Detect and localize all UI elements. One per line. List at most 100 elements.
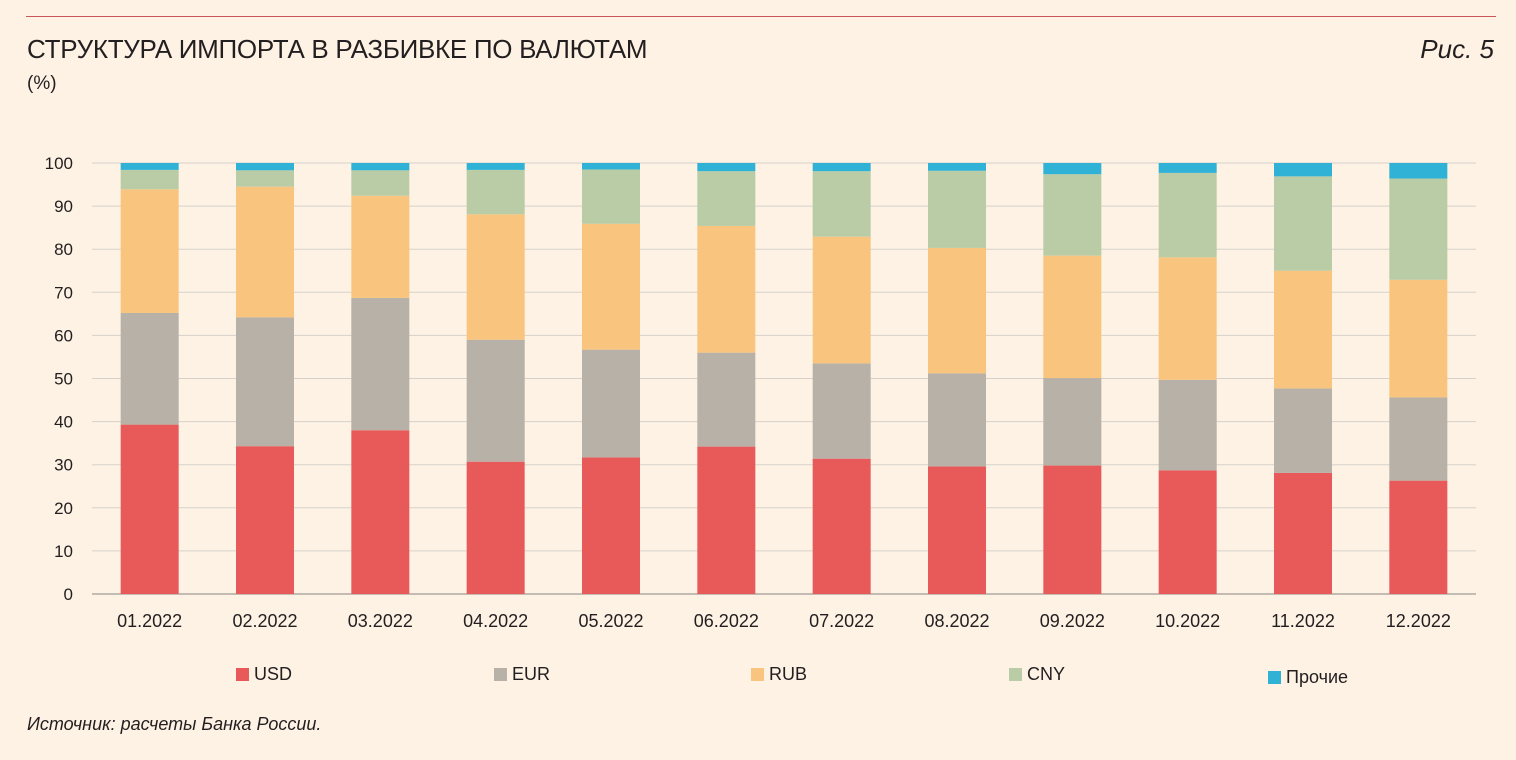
bar-cny-07.2022 <box>812 171 871 237</box>
bar-usd-03.2022 <box>351 430 410 594</box>
y-tick-label: 30 <box>54 456 73 475</box>
bar-rub-01.2022 <box>120 189 179 313</box>
x-tick-label: 06.2022 <box>694 611 759 631</box>
legend-swatch <box>236 667 249 681</box>
bar-eur-11.2022 <box>1274 388 1332 473</box>
bar-eur-09.2022 <box>1043 378 1102 466</box>
bar-eur-07.2022 <box>812 363 871 459</box>
bar-cny-05.2022 <box>582 169 640 224</box>
x-tick-label: 01.2022 <box>117 611 182 631</box>
y-tick-label: 90 <box>54 197 73 216</box>
legend-item-eur: EUR <box>494 664 550 684</box>
bar-eur-06.2022 <box>697 352 756 447</box>
bar-rub-04.2022 <box>466 214 525 340</box>
bar-eur-05.2022 <box>582 349 640 458</box>
bar-eur-04.2022 <box>466 339 525 462</box>
bar-rub-11.2022 <box>1274 270 1332 389</box>
bar-cny-06.2022 <box>697 171 756 226</box>
bar-eur-02.2022 <box>236 317 294 447</box>
x-tick-label: 07.2022 <box>809 611 874 631</box>
bar-прочие-10.2022 <box>1158 163 1217 173</box>
bar-usd-09.2022 <box>1043 465 1102 594</box>
x-tick-label: 08.2022 <box>924 611 989 631</box>
bar-rub-02.2022 <box>236 186 294 318</box>
x-tick-label: 04.2022 <box>463 611 528 631</box>
legend-item-usd: USD <box>236 664 292 684</box>
bar-rub-08.2022 <box>928 247 986 374</box>
legend-swatch <box>751 667 764 681</box>
bar-usd-04.2022 <box>466 461 525 594</box>
legend-label: RUB <box>769 663 808 684</box>
bar-rub-12.2022 <box>1389 279 1448 398</box>
figure-label: Рис. 5 <box>1420 34 1494 64</box>
legend-swatch <box>494 667 507 681</box>
bar-прочие-05.2022 <box>582 163 640 170</box>
stacked-bar-chart: 0 10 20 30 40 50 60 70 80 90 100 01.2022 02.2022 03.2… <box>45 154 1476 631</box>
y-tick-label: 10 <box>54 542 73 561</box>
y-tick-label: 0 <box>64 585 73 604</box>
source-note: Источник: расчеты Банка России. <box>27 714 322 734</box>
bar-cny-11.2022 <box>1274 176 1332 271</box>
bar-eur-10.2022 <box>1158 379 1217 471</box>
bar-usd-02.2022 <box>236 446 294 594</box>
bar-rub-07.2022 <box>812 236 871 364</box>
bar-cny-02.2022 <box>236 170 294 187</box>
x-tick-label: 10.2022 <box>1155 611 1220 631</box>
bar-usd-11.2022 <box>1274 472 1332 594</box>
bar-прочие-07.2022 <box>812 163 871 172</box>
bar-cny-03.2022 <box>351 170 410 196</box>
bar-прочие-04.2022 <box>466 163 525 170</box>
bar-rub-03.2022 <box>351 195 410 298</box>
legend-item-cny: CNY <box>1009 664 1065 684</box>
bar-прочие-03.2022 <box>351 163 410 171</box>
bar-usd-12.2022 <box>1389 480 1448 594</box>
bar-прочие-11.2022 <box>1274 163 1332 177</box>
y-tick-label: 60 <box>54 326 73 345</box>
legend-label: CNY <box>1027 663 1066 684</box>
legend-label: Прочие <box>1286 666 1349 687</box>
bar-cny-12.2022 <box>1389 178 1448 280</box>
legend-swatch <box>1009 667 1022 681</box>
x-tick-label: 11.2022 <box>1271 611 1335 631</box>
bar-eur-08.2022 <box>928 373 986 467</box>
bar-usd-08.2022 <box>928 466 986 594</box>
x-tick-label: 12.2022 <box>1386 611 1451 631</box>
bar-eur-01.2022 <box>120 312 179 425</box>
legend-label: EUR <box>512 663 551 684</box>
bar-прочие-08.2022 <box>928 163 986 171</box>
bar-usd-01.2022 <box>120 424 179 594</box>
y-tick-label: 70 <box>54 283 73 302</box>
bar-cny-10.2022 <box>1158 172 1217 258</box>
bar-rub-05.2022 <box>582 223 640 350</box>
bar-прочие-06.2022 <box>697 163 756 172</box>
bar-usd-10.2022 <box>1158 470 1217 594</box>
bar-eur-03.2022 <box>351 297 410 431</box>
bar-cny-01.2022 <box>120 169 179 190</box>
bar-прочие-01.2022 <box>120 163 179 170</box>
bar-rub-06.2022 <box>697 225 756 353</box>
y-tick-label: 50 <box>54 370 73 389</box>
bar-прочие-09.2022 <box>1043 163 1102 175</box>
bar-eur-12.2022 <box>1389 397 1448 481</box>
bar-usd-05.2022 <box>582 457 640 594</box>
bar-usd-06.2022 <box>697 446 756 594</box>
chart-title: СТРУКТУРА ИМПОРТА В РАЗБИВКЕ ПО ВАЛЮТАМ <box>27 34 648 64</box>
bar-прочие-02.2022 <box>236 163 294 171</box>
legend-item-прочие: Прочие <box>1268 667 1348 687</box>
top-rule <box>26 16 1496 17</box>
legend-item-rub: RUB <box>751 664 807 684</box>
bar-usd-07.2022 <box>812 458 871 594</box>
x-tick-label: 02.2022 <box>232 611 297 631</box>
y-tick-label: 20 <box>54 499 73 518</box>
bar-cny-04.2022 <box>466 169 525 215</box>
bar-прочие-12.2022 <box>1389 163 1448 179</box>
bar-cny-08.2022 <box>928 170 986 248</box>
bar-rub-10.2022 <box>1158 257 1217 380</box>
x-tick-label: 03.2022 <box>348 611 413 631</box>
y-tick-label: 100 <box>45 154 73 173</box>
x-tick-label: 05.2022 <box>578 611 643 631</box>
legend-swatch <box>1268 670 1281 684</box>
x-tick-label: 09.2022 <box>1040 611 1105 631</box>
y-tick-label: 80 <box>54 240 73 259</box>
bar-cny-09.2022 <box>1043 174 1102 256</box>
